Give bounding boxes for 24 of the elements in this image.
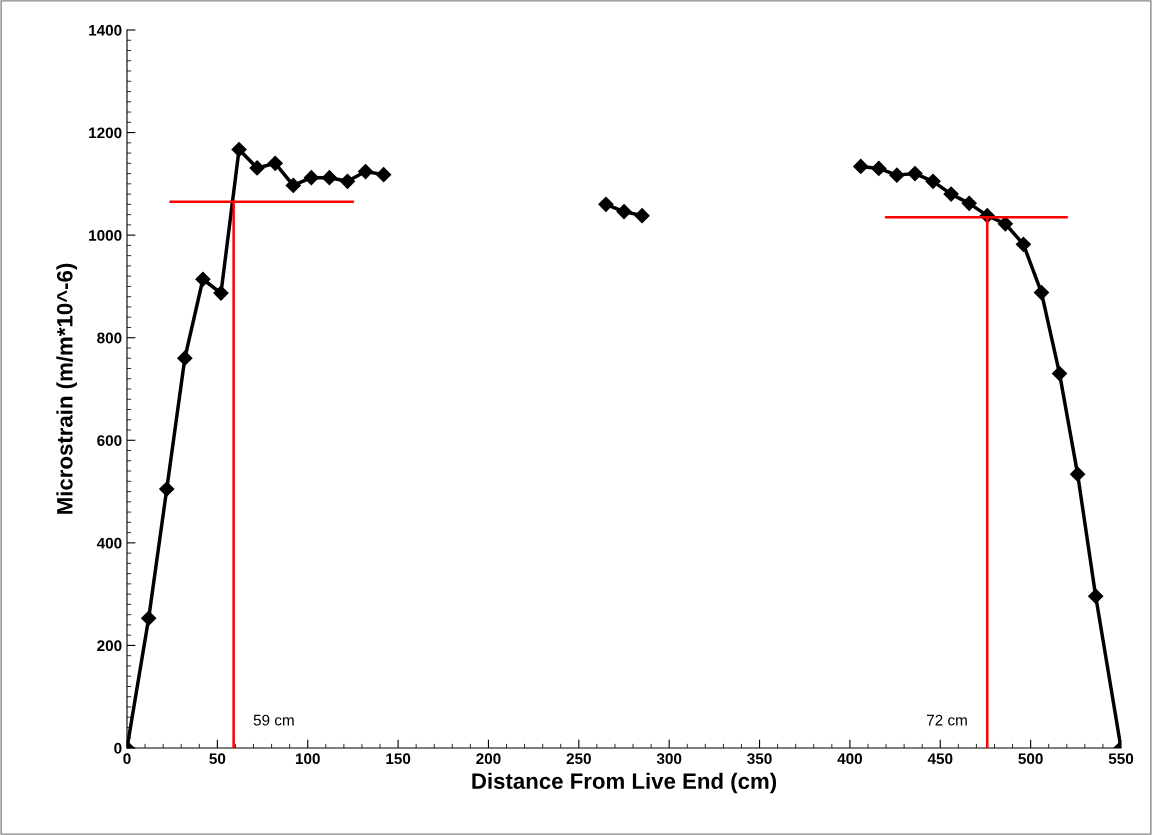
y-tick-label: 800 <box>97 332 122 344</box>
x-tick-label: 350 <box>747 753 772 765</box>
y-tick-label: 0 <box>114 742 122 754</box>
x-tick-label: 550 <box>1108 753 1134 765</box>
y-tick-label: 200 <box>97 640 122 652</box>
x-tick-label: 450 <box>927 753 953 765</box>
y-tick-label: 400 <box>96 537 122 549</box>
x-tick-label: 300 <box>656 753 682 765</box>
x-tick-label: 500 <box>1018 753 1043 765</box>
annotation: 72 cm <box>927 714 967 726</box>
y-tick-label: 1400 <box>89 24 122 36</box>
y-tick-label: 1000 <box>89 230 122 241</box>
y-tick-label: 1200 <box>89 127 122 139</box>
x-tick-label: 0 <box>123 753 131 765</box>
y-axis-title: Microstrain (m/m*10^-6) <box>56 263 78 514</box>
y-tick-label: 600 <box>97 435 122 446</box>
annotation: 59 cm <box>253 714 294 726</box>
x-tick-label: 100 <box>295 753 320 765</box>
x-axis-title: Distance From Live End (cm) <box>472 772 777 794</box>
x-tick-label: 150 <box>386 753 411 765</box>
x-tick-label: 250 <box>566 753 591 765</box>
x-tick-label: 200 <box>476 753 501 765</box>
x-tick-label: 50 <box>209 753 226 765</box>
x-tick-label: 400 <box>837 753 863 765</box>
